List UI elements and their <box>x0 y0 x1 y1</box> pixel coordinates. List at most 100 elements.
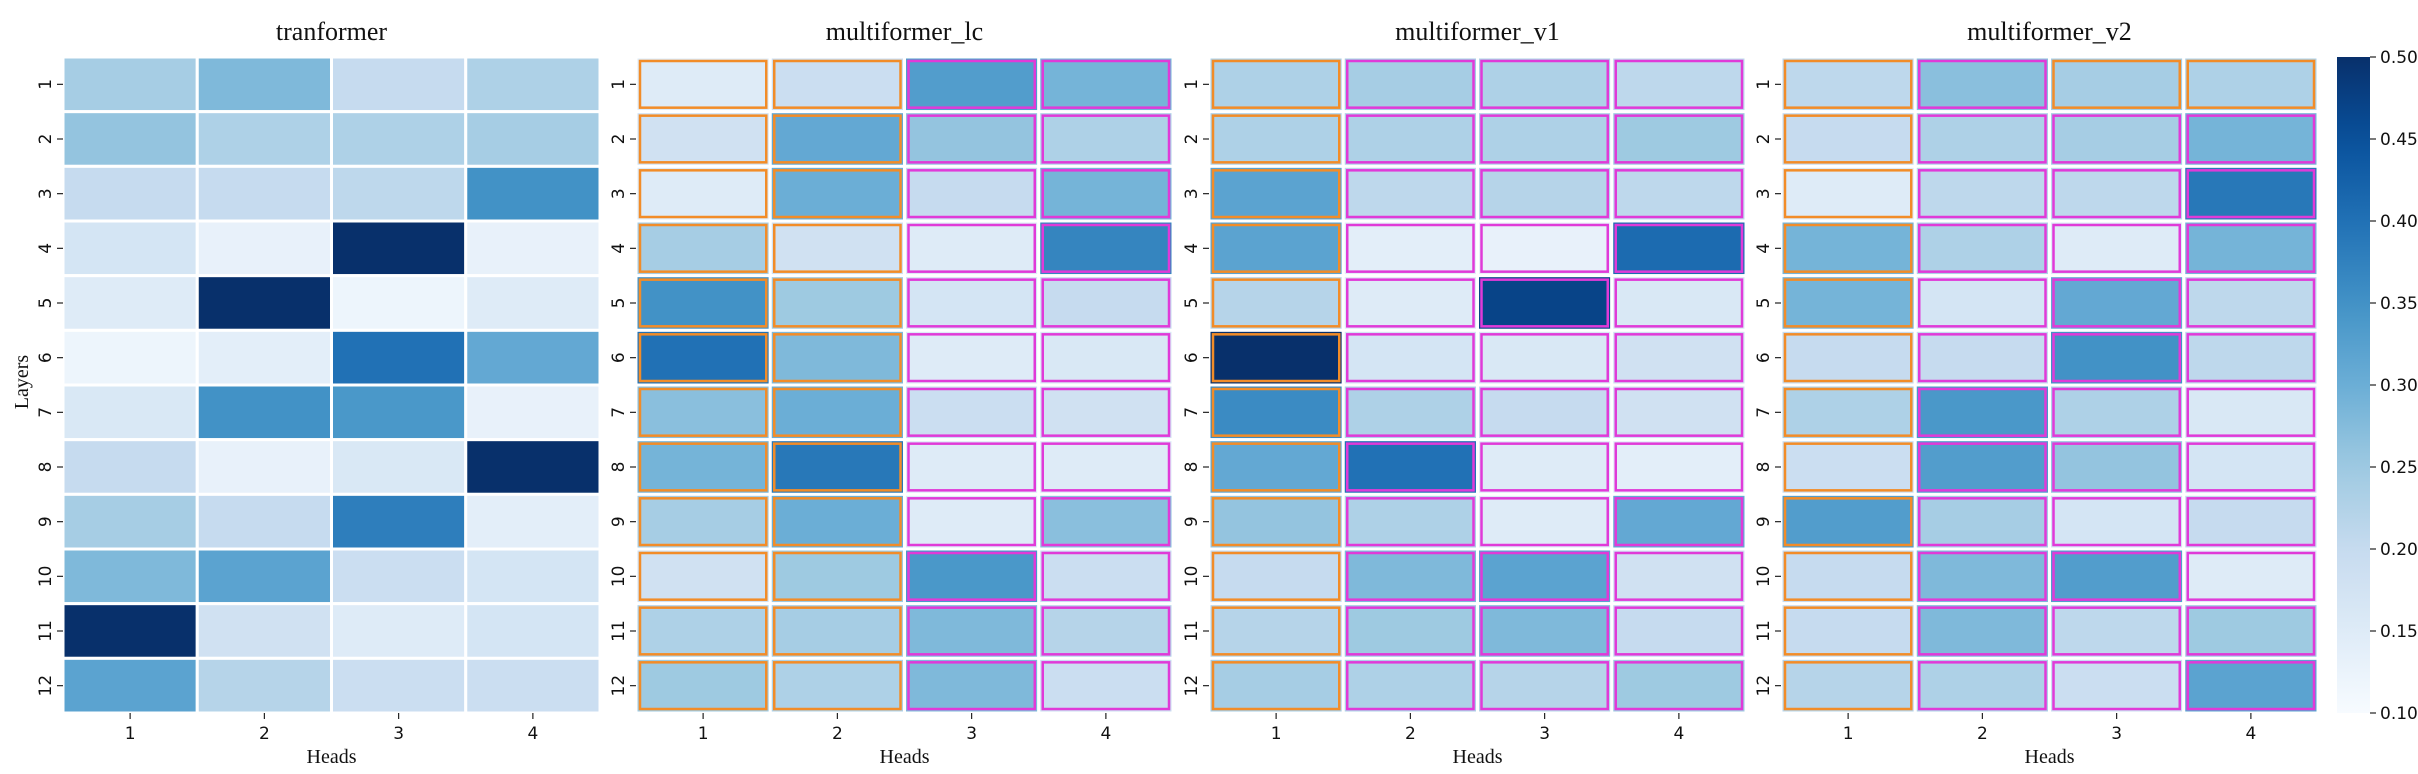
heatmap-cell <box>332 658 466 713</box>
heatmap-cell <box>2050 385 2184 440</box>
heatmap-cell <box>770 57 904 112</box>
heatmap-cell <box>1612 112 1746 167</box>
heatmap-cell <box>770 440 904 495</box>
heatmap-cell <box>1612 549 1746 604</box>
x-tick-label: 4 <box>2245 724 2256 744</box>
heatmap-cell <box>1209 276 1343 331</box>
heatmap-cell <box>905 440 1039 495</box>
heatmap-cell <box>1039 57 1173 112</box>
heatmap-cell <box>636 276 770 331</box>
heatmap-cell <box>2184 604 2318 659</box>
heatmap-cell <box>197 57 331 112</box>
heatmap-cell <box>1343 276 1477 331</box>
y-tick-label: 4 <box>1182 243 1202 254</box>
heatmap-cell <box>1781 330 1915 385</box>
heatmap-cell <box>1478 330 1612 385</box>
heatmap-cell <box>1915 604 2049 659</box>
heatmap-cell <box>2184 57 2318 112</box>
heatmap-cell <box>197 221 331 276</box>
heatmap-cell <box>2050 166 2184 221</box>
heatmap-cell <box>63 604 197 659</box>
y-tick-label: 3 <box>1754 188 1774 199</box>
heatmap-cell <box>1209 57 1343 112</box>
heatmap-cell <box>2050 112 2184 167</box>
colorbar: 0.10 0.15 0.20 0.25 0.30 0.35 0.40 0.45 0.50 <box>2337 48 2418 724</box>
heatmap-panels: tranformer1 2 3 4123456789101112Headsmultif… <box>36 17 2318 768</box>
heatmap-cell <box>197 604 331 659</box>
heatmap-cell <box>2184 658 2318 713</box>
heatmap-cell <box>1209 221 1343 276</box>
colorbar-gradient <box>2337 57 2370 713</box>
y-tick-label: 8 <box>1754 462 1774 473</box>
heatmap-cell <box>332 330 466 385</box>
heatmap-cell <box>63 276 197 331</box>
y-tick-label: 8 <box>609 462 629 473</box>
heatmap-cell <box>197 166 331 221</box>
heatmap-cell <box>332 276 466 331</box>
y-tick-label: 4 <box>609 243 629 254</box>
heatmap-cell <box>466 221 600 276</box>
y-tick-label: 8 <box>1182 462 1202 473</box>
heatmap-cell <box>770 494 904 549</box>
heatmap-panel-1: tranformer1 2 3 4123456789101112Heads <box>36 17 600 768</box>
y-tick-label: 12 <box>36 675 56 697</box>
colorbar-tick-label: 0.30 <box>2380 376 2418 396</box>
y-axis-label: Layers <box>11 355 33 410</box>
x-tick-label: 4 <box>527 724 538 744</box>
x-tick-label: 4 <box>1673 724 1684 744</box>
heatmap-cell <box>905 330 1039 385</box>
heatmap-cell <box>1781 276 1915 331</box>
heatmap-cell <box>466 57 600 112</box>
heatmap-cell <box>2184 166 2318 221</box>
heatmap-cell <box>1039 166 1173 221</box>
heatmap-cell <box>1781 166 1915 221</box>
heatmap-cell <box>466 658 600 713</box>
heatmap-cell <box>636 440 770 495</box>
heatmap-cell <box>332 112 466 167</box>
heatmap-cell <box>905 604 1039 659</box>
y-tick-label: 2 <box>1754 134 1774 145</box>
heatmap-cell <box>905 112 1039 167</box>
heatmap-cell <box>1612 276 1746 331</box>
y-tick-label: 3 <box>609 188 629 199</box>
panel-title: multiformer_v1 <box>1395 17 1560 46</box>
heatmap-cell <box>1209 658 1343 713</box>
heatmap-cell <box>63 549 197 604</box>
x-axis-label: Heads <box>307 746 357 768</box>
heatmap-cell <box>1039 385 1173 440</box>
y-tick-label: 10 <box>36 566 56 588</box>
heatmap-cell <box>2184 330 2318 385</box>
y-tick-label: 12 <box>609 675 629 697</box>
heatmap-cell <box>1612 494 1746 549</box>
heatmap-cell <box>197 330 331 385</box>
y-tick-label: 6 <box>1182 352 1202 363</box>
x-axis-label: Heads <box>1453 746 1503 768</box>
y-tick-label: 9 <box>1182 516 1202 527</box>
heatmap-cell <box>2184 385 2318 440</box>
heatmap-cell <box>1915 658 2049 713</box>
heatmap-cell <box>770 330 904 385</box>
heatmap-cell <box>636 494 770 549</box>
heatmap-cell <box>466 112 600 167</box>
colorbar-tick-label: 0.35 <box>2380 294 2418 314</box>
heatmap-cell <box>636 385 770 440</box>
x-tick-label: 1 <box>1843 724 1854 744</box>
heatmap-cell <box>1915 549 2049 604</box>
colorbar-tick-label: 0.50 <box>2380 48 2418 68</box>
heatmap-cell <box>332 494 466 549</box>
heatmap-cell <box>1781 494 1915 549</box>
heatmap-cell <box>636 330 770 385</box>
heatmap-cell <box>1478 276 1612 331</box>
heatmap-cell <box>2050 276 2184 331</box>
heatmap-cell <box>1478 57 1612 112</box>
heatmap-cell <box>2050 549 2184 604</box>
y-tick-label: 5 <box>36 298 56 309</box>
heatmap-cell <box>63 221 197 276</box>
heatmap-cell <box>905 276 1039 331</box>
heatmap-cell <box>197 385 331 440</box>
heatmap-cell <box>2050 330 2184 385</box>
y-tick-label: 7 <box>1182 407 1202 418</box>
x-tick-label: 2 <box>1405 724 1416 744</box>
heatmap-cell <box>197 658 331 713</box>
